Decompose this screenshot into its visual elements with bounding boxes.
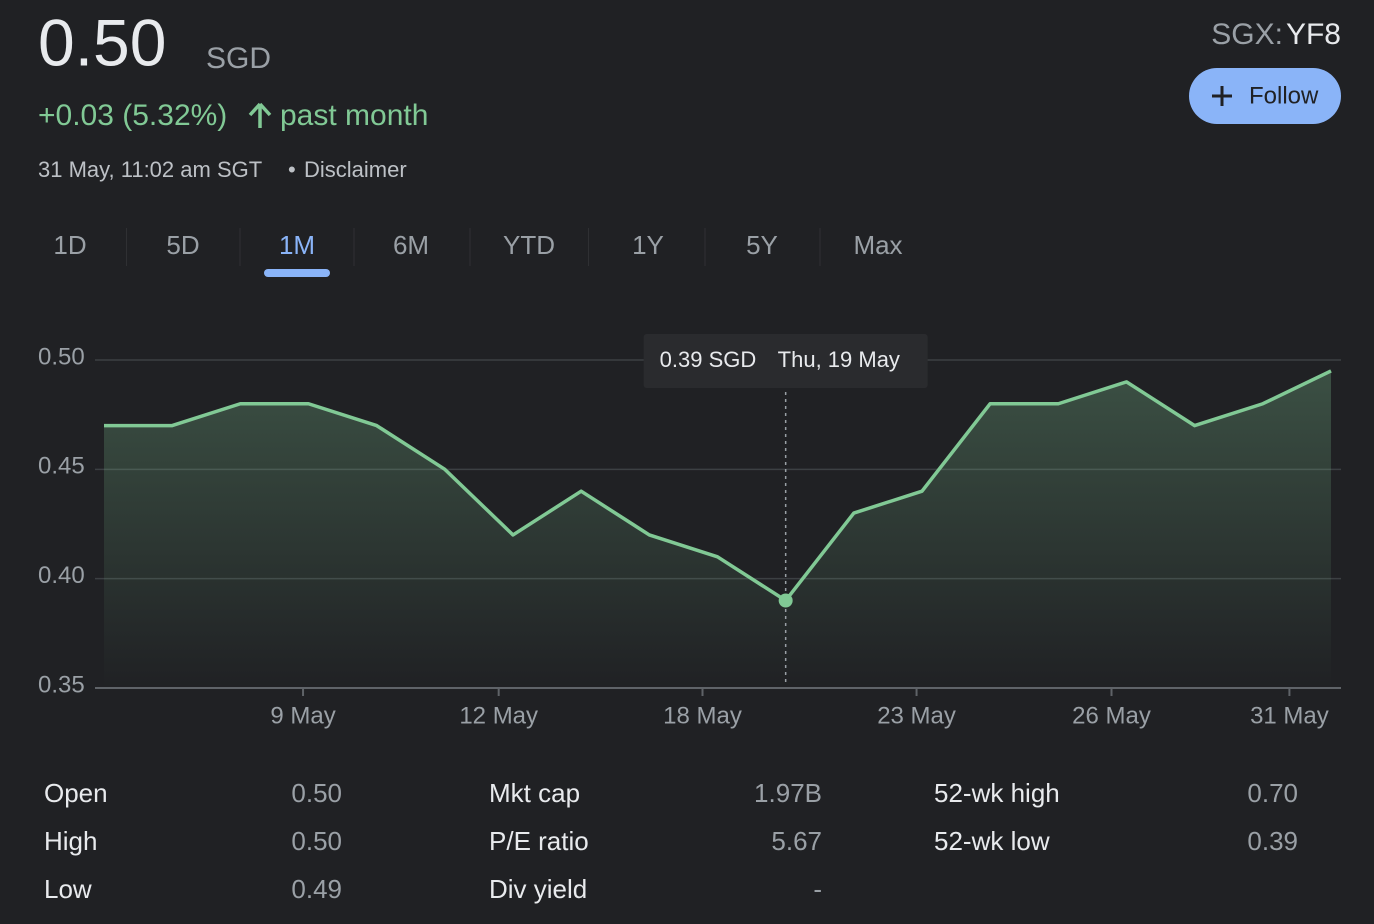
range-tabs: 1D 5D 1M 6M YTD 1Y 5Y Max — [53, 228, 903, 277]
stat-label: 52-wk low — [934, 826, 1050, 856]
chart: 0.35 0.40 0.45 0.50 9 May 12 May 18 May 23 May 2… — [38, 334, 1341, 729]
y-tick-label: 0.45 — [38, 453, 85, 480]
stat-label: P/E ratio — [489, 826, 589, 856]
stats: Open 0.50 High 0.50 Low 0.49 Mkt cap 1.97B P/E r… — [44, 778, 1298, 904]
stat-value: 5.67 — [771, 826, 822, 856]
y-tick-label: 0.40 — [38, 562, 85, 589]
up-arrow — [248, 102, 272, 128]
stat-value: 1.97B — [754, 778, 822, 808]
y-tick-label: 0.35 — [38, 671, 85, 698]
range-tab[interactable]: 5D — [166, 230, 199, 260]
price: 0.50 — [38, 5, 166, 79]
currency: SGD — [206, 42, 271, 75]
price-line — [104, 369, 1332, 603]
range-tab[interactable]: 5Y — [746, 230, 778, 260]
tooltip: 0.39 SGD Thu, 19 May — [643, 334, 928, 388]
exchange: SGX: — [1211, 18, 1283, 51]
x-tick-label: 26 May — [1072, 702, 1151, 729]
stat-label: High — [44, 826, 97, 856]
tooltip-date: Thu, 19 May — [778, 347, 900, 372]
range-tab[interactable]: 1M — [279, 230, 315, 260]
range-tab[interactable]: 1D — [53, 230, 86, 260]
plus-icon[interactable] — [1212, 86, 1232, 106]
stat-label: Mkt cap — [489, 778, 580, 808]
hover-dot — [778, 593, 793, 608]
x-tick-label: 31 May — [1250, 702, 1329, 729]
symbol: YF8 — [1286, 18, 1341, 51]
period: past month — [280, 99, 428, 132]
active-indicator — [264, 269, 330, 277]
stat-label: 52-wk high — [934, 778, 1060, 808]
x-tick-label: 9 May — [270, 702, 335, 729]
price-area — [104, 370, 1331, 688]
stat-value: 0.39 — [1247, 826, 1298, 856]
disclaimer[interactable]: Disclaimer — [304, 157, 407, 182]
stat-label: Div yield — [489, 874, 587, 904]
stat-value: 0.70 — [1247, 778, 1298, 808]
range-tab[interactable]: Max — [853, 230, 902, 260]
tooltip-price: 0.39 SGD — [660, 347, 757, 372]
follow-button[interactable]: Follow — [1189, 68, 1341, 124]
separator: • — [288, 157, 296, 182]
change: +0.03 (5.32%) — [38, 99, 227, 132]
stat-label: Low — [44, 874, 92, 904]
tooltip-bg — [643, 334, 928, 388]
timestamp: 31 May, 11:02 am SGT — [38, 157, 262, 182]
stat-value: 0.49 — [291, 874, 342, 904]
x-tick-label: 18 May — [663, 702, 742, 729]
stat-value: - — [813, 874, 822, 904]
stat-label: Open — [44, 778, 108, 808]
follow-label[interactable]: Follow — [1249, 82, 1319, 109]
range-tab[interactable]: YTD — [503, 230, 555, 260]
x-tick-label: 23 May — [877, 702, 956, 729]
follow-bg[interactable] — [1189, 68, 1341, 124]
range-tab[interactable]: 6M — [393, 230, 429, 260]
stat-value: 0.50 — [291, 826, 342, 856]
x-tick-label: 12 May — [459, 702, 538, 729]
range-tab[interactable]: 1Y — [632, 230, 664, 260]
y-tick-label: 0.50 — [38, 343, 85, 370]
stat-value: 0.50 — [291, 778, 342, 808]
